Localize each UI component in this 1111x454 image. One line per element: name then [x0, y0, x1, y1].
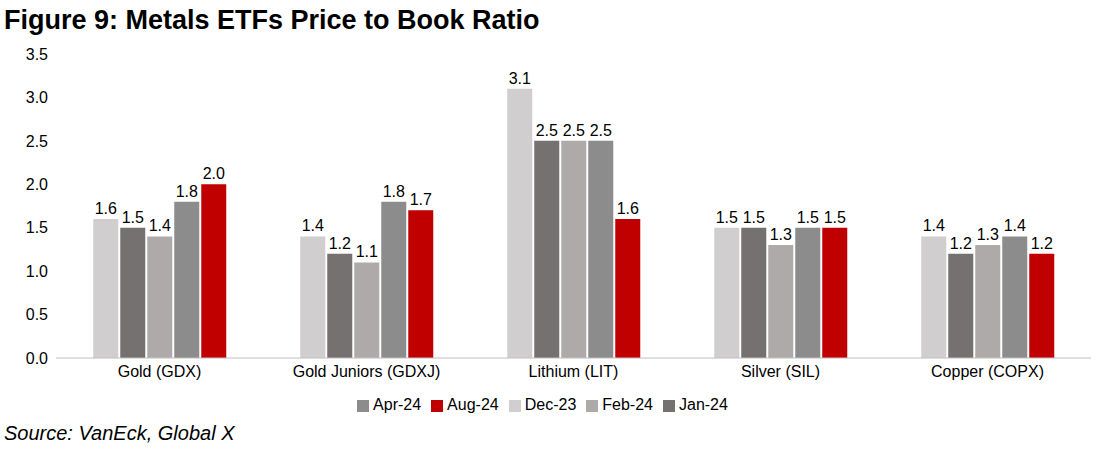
- svg-text:1.5: 1.5: [716, 209, 738, 226]
- svg-text:1.1: 1.1: [356, 243, 378, 260]
- svg-text:1.5: 1.5: [743, 209, 765, 226]
- svg-text:1.6: 1.6: [617, 200, 639, 217]
- svg-text:Copper (COPX): Copper (COPX): [931, 363, 1044, 380]
- svg-text:1.3: 1.3: [977, 226, 999, 243]
- html-text:Jan-24: Jan-24: [679, 396, 728, 413]
- svg-text:1.7: 1.7: [410, 191, 432, 208]
- svg-text:1.5: 1.5: [797, 209, 819, 226]
- svg-text:1.2: 1.2: [1031, 235, 1053, 252]
- svg-text:1.5: 1.5: [824, 209, 846, 226]
- svg-text:2.5: 2.5: [590, 122, 612, 139]
- svg-text:2.0: 2.0: [203, 165, 225, 182]
- svg-text:1.8: 1.8: [176, 183, 198, 200]
- svg-text:1.6: 1.6: [95, 200, 117, 217]
- html-text:Aug-24: Aug-24: [447, 396, 499, 413]
- svg-text:3.5: 3.5: [26, 46, 48, 63]
- svg-text:2.5: 2.5: [536, 122, 558, 139]
- svg-text:1.0: 1.0: [26, 263, 48, 280]
- svg-text:2.0: 2.0: [26, 176, 48, 193]
- svg-text:1.4: 1.4: [1004, 217, 1026, 234]
- html-text:Source: VanEck, Global X: Source: VanEck, Global X: [4, 422, 235, 444]
- svg-text:0.5: 0.5: [26, 306, 48, 323]
- html-text:Dec-23: Dec-23: [524, 396, 577, 413]
- svg-text:1.4: 1.4: [149, 217, 171, 234]
- html-text:Feb-24: Feb-24: [602, 396, 653, 413]
- svg-text:1.4: 1.4: [302, 217, 324, 234]
- html-text:Figure 9: Metals ETFs Price to: Figure 9: Metals ETFs Price to Book Rati…: [4, 5, 540, 35]
- svg-text:Lithium (LIT): Lithium (LIT): [529, 363, 619, 380]
- svg-text:1.8: 1.8: [383, 183, 405, 200]
- svg-text:3.0: 3.0: [26, 89, 48, 106]
- svg-text:3.1: 3.1: [509, 70, 531, 87]
- svg-text:1.4: 1.4: [923, 217, 945, 234]
- svg-text:2.5: 2.5: [563, 122, 585, 139]
- svg-text:1.2: 1.2: [950, 235, 972, 252]
- svg-text:0.0: 0.0: [26, 350, 48, 367]
- svg-text:1.3: 1.3: [770, 226, 792, 243]
- svg-text:1.2: 1.2: [329, 235, 351, 252]
- svg-text:1.5: 1.5: [26, 219, 48, 236]
- svg-text:Gold (GDX): Gold (GDX): [118, 363, 202, 380]
- svg-text:2.5: 2.5: [26, 133, 48, 150]
- html-text:Apr-24: Apr-24: [373, 396, 422, 413]
- svg-text:1.5: 1.5: [122, 209, 144, 226]
- svg-text:Silver (SIL): Silver (SIL): [741, 363, 820, 380]
- svg-text:Gold Juniors (GDXJ): Gold Juniors (GDXJ): [293, 363, 441, 380]
